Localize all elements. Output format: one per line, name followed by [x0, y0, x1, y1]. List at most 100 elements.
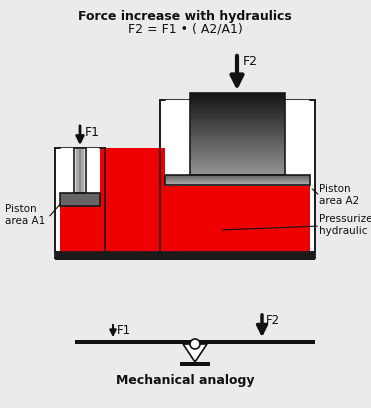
Bar: [190, 138, 285, 140]
Bar: [60, 148, 100, 252]
Bar: [190, 97, 285, 99]
Bar: [190, 168, 285, 170]
Bar: [75, 340, 315, 344]
Bar: [190, 127, 285, 129]
Bar: [190, 112, 285, 114]
Bar: [165, 177, 310, 179]
Text: Piston
area A2: Piston area A2: [319, 184, 359, 206]
Bar: [190, 170, 285, 171]
Bar: [165, 100, 310, 252]
Bar: [190, 104, 285, 106]
Bar: [190, 164, 285, 166]
Bar: [190, 142, 285, 144]
Bar: [81, 148, 83, 193]
Bar: [190, 120, 285, 122]
Bar: [190, 171, 285, 173]
Text: F2: F2: [266, 314, 280, 327]
Bar: [190, 137, 285, 139]
Text: Mechanical analogy: Mechanical analogy: [116, 374, 254, 387]
Bar: [190, 161, 285, 163]
Bar: [190, 140, 285, 141]
Bar: [190, 123, 285, 125]
Bar: [190, 174, 285, 175]
Text: Force increase with hydraulics: Force increase with hydraulics: [78, 10, 292, 23]
Bar: [76, 148, 79, 193]
Bar: [165, 179, 310, 180]
Bar: [190, 106, 285, 109]
Bar: [190, 133, 285, 135]
Bar: [190, 159, 285, 160]
Bar: [190, 134, 285, 136]
Bar: [190, 118, 285, 120]
Bar: [190, 116, 285, 118]
Bar: [190, 96, 285, 98]
Text: F1: F1: [117, 324, 131, 337]
Bar: [79, 148, 81, 193]
Bar: [190, 115, 285, 117]
Bar: [190, 149, 285, 151]
Bar: [190, 113, 285, 115]
Bar: [190, 135, 285, 137]
FancyBboxPatch shape: [55, 148, 105, 252]
Bar: [60, 148, 310, 252]
Bar: [74, 148, 86, 193]
Bar: [190, 157, 285, 159]
Bar: [190, 108, 285, 110]
Bar: [55, 252, 315, 260]
Bar: [190, 105, 285, 107]
Bar: [165, 180, 310, 182]
Bar: [190, 167, 285, 169]
Bar: [190, 100, 285, 102]
Bar: [190, 146, 285, 148]
Bar: [165, 175, 310, 177]
Bar: [190, 109, 285, 111]
Text: F2: F2: [243, 55, 258, 68]
Bar: [190, 151, 285, 152]
Bar: [190, 172, 285, 174]
Bar: [190, 165, 285, 167]
Bar: [190, 160, 285, 162]
Bar: [190, 122, 285, 124]
Bar: [165, 180, 310, 181]
Bar: [165, 182, 310, 184]
Bar: [60, 193, 100, 206]
Bar: [190, 155, 285, 156]
Bar: [165, 183, 310, 184]
Bar: [165, 178, 310, 179]
Bar: [180, 362, 210, 366]
Text: Piston
area A1: Piston area A1: [5, 204, 45, 226]
Bar: [190, 131, 285, 133]
Bar: [190, 126, 285, 128]
Polygon shape: [60, 148, 310, 252]
Bar: [165, 177, 310, 178]
Bar: [190, 163, 285, 164]
Bar: [190, 119, 285, 121]
Bar: [83, 148, 86, 193]
Text: F1: F1: [85, 126, 100, 139]
Bar: [190, 93, 285, 175]
FancyBboxPatch shape: [160, 100, 315, 252]
Bar: [190, 141, 285, 143]
Bar: [190, 102, 285, 104]
Bar: [190, 111, 285, 113]
Text: F2 = F1 • ( A2/A1): F2 = F1 • ( A2/A1): [128, 23, 242, 36]
Bar: [190, 156, 285, 158]
Bar: [190, 144, 285, 145]
Bar: [165, 179, 310, 180]
Bar: [165, 175, 310, 185]
Bar: [190, 94, 285, 96]
Bar: [165, 176, 310, 177]
Bar: [190, 129, 285, 131]
Bar: [190, 153, 285, 155]
Bar: [74, 148, 76, 193]
Bar: [165, 184, 310, 185]
Text: Pressurized
hydraulic fluid: Pressurized hydraulic fluid: [319, 214, 371, 236]
Bar: [190, 145, 285, 147]
Bar: [190, 98, 285, 100]
Bar: [190, 93, 285, 95]
Bar: [190, 130, 285, 132]
Bar: [190, 152, 285, 154]
Bar: [165, 182, 310, 183]
Bar: [165, 181, 310, 182]
Bar: [190, 101, 285, 103]
